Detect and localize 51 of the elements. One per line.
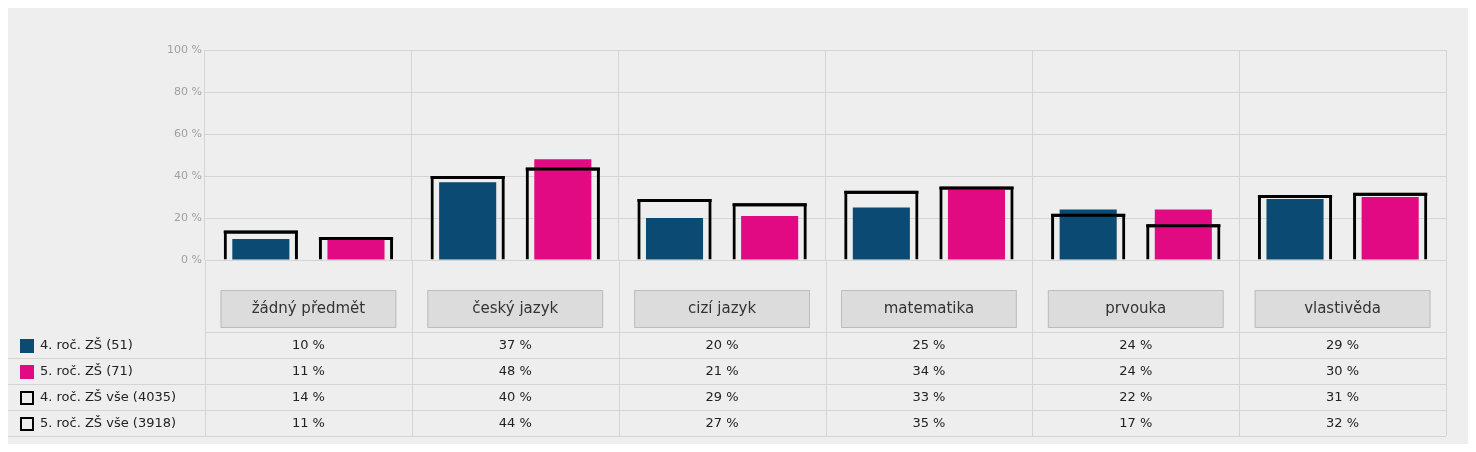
data-label: 32 % (1326, 415, 1360, 431)
y-tick-label: 40 % (174, 168, 202, 182)
data-label: 24 % (1119, 337, 1153, 353)
bar (232, 239, 290, 260)
data-label: 11 % (291, 415, 325, 431)
bar (947, 188, 1006, 260)
data-label: 20 % (705, 337, 739, 353)
data-label: 35 % (912, 415, 946, 431)
data-label: 21 % (705, 363, 739, 379)
data-label: 40 % (498, 389, 532, 405)
data-label: 44 % (498, 415, 532, 431)
y-tick-label: 20 % (174, 210, 202, 224)
bar (1361, 197, 1419, 260)
y-tick-label: 0 % (181, 252, 202, 266)
y-tick-label: 60 % (174, 126, 202, 140)
data-label: 48 % (498, 363, 532, 379)
data-label: 10 % (291, 337, 325, 353)
legend-label: 5. roč. ZŠ vše (3918) (40, 415, 177, 431)
x-tick-label: matematika (883, 298, 975, 317)
data-label: 22 % (1119, 389, 1153, 405)
data-label: 29 % (1326, 337, 1360, 353)
bar (741, 215, 799, 260)
bar (534, 159, 592, 260)
data-label: 31 % (1326, 389, 1360, 405)
data-label: 14 % (291, 389, 325, 405)
legend-label: 4. roč. ZŠ vše (4035) (40, 389, 177, 405)
y-tick-label: 100 % (167, 42, 202, 56)
data-label: 30 % (1326, 363, 1360, 379)
data-label: 34 % (912, 363, 946, 379)
bar (645, 218, 704, 260)
x-tick-label: vlastivěda (1304, 298, 1382, 317)
data-label: 17 % (1119, 415, 1153, 431)
data-label: 25 % (912, 337, 946, 353)
bar (1059, 209, 1117, 260)
x-tick-label: český jazyk (472, 298, 559, 317)
legend-label: 4. roč. ZŠ (51) (40, 337, 133, 353)
data-label: 11 % (291, 363, 325, 379)
data-label: 24 % (1119, 363, 1153, 379)
y-tick-label: 80 % (174, 84, 202, 98)
bar (1266, 199, 1324, 260)
x-tick-label: prvouka (1105, 298, 1167, 317)
data-label: 27 % (705, 415, 739, 431)
x-tick-label: cizí jazyk (688, 298, 757, 317)
x-tick-label: žádný předmět (251, 298, 366, 317)
bar (852, 207, 910, 260)
data-label: 29 % (705, 389, 739, 405)
legend-label: 5. roč. ZŠ (71) (40, 363, 133, 379)
data-label: 33 % (912, 389, 946, 405)
bar (1154, 209, 1212, 260)
bar (439, 182, 497, 260)
data-label: 37 % (498, 337, 532, 353)
